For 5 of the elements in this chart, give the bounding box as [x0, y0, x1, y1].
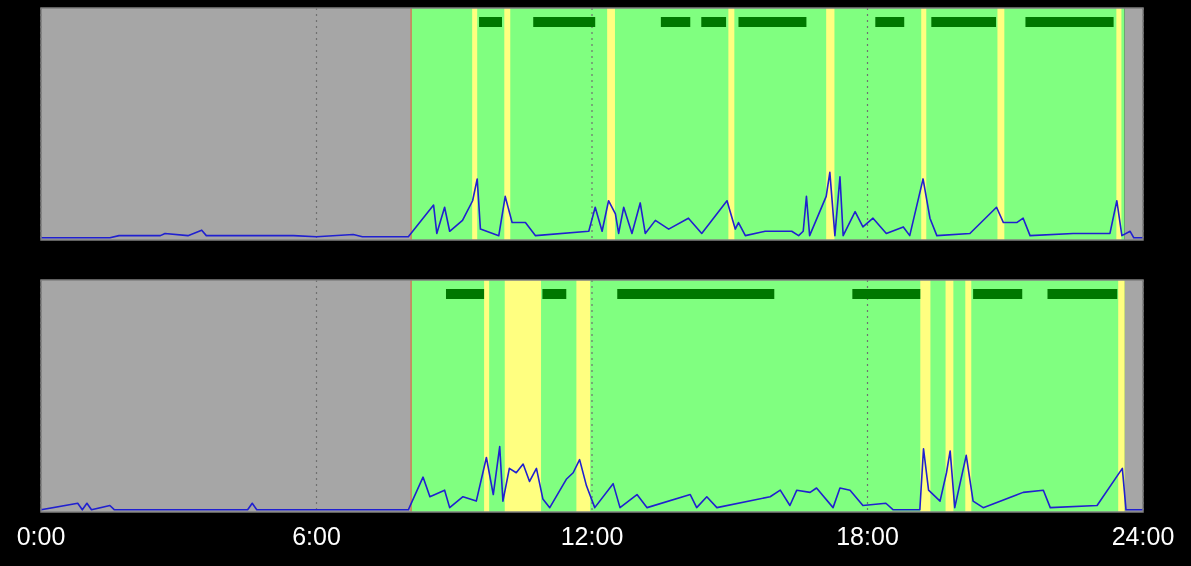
x-tick-label: 0:00	[16, 522, 66, 550]
x-tick-label: 6:00	[292, 522, 341, 550]
x-tick-label: 18:00	[836, 522, 899, 550]
x-tick-label: 24:00	[1111, 522, 1175, 550]
x-tick-label: 12:00	[560, 522, 624, 550]
